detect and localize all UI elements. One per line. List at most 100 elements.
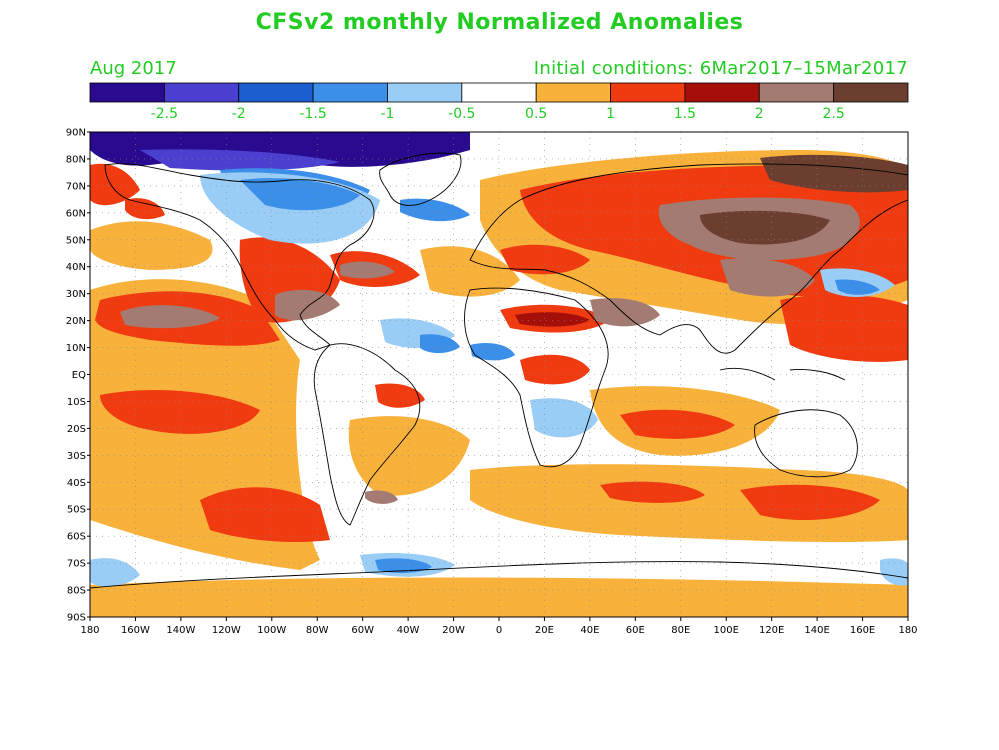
longitude-label: 140W — [166, 625, 195, 636]
longitude-axis: 180 160W 140W 120W 100W 80W 60W 40W 20W 0 20E 40E 60… — [80, 617, 918, 636]
longitude-label: 180 — [80, 625, 99, 636]
anomaly-region-siberia-darkbrown — [700, 210, 830, 245]
colorbar-tick-label: 2 — [755, 106, 764, 122]
longitude-label: 60W — [351, 625, 374, 636]
coastline-africa — [464, 287, 609, 468]
anomaly-region-wpac-red — [780, 294, 908, 362]
coastline-indonesia — [719, 367, 846, 381]
colorbar-tick-labels: -2.5 -2 -1.5 -1 -0.5 0.5 1 1.5 2 2.5 — [151, 106, 845, 122]
latitude-label: EQ — [72, 370, 86, 381]
latitude-label: 90N — [66, 128, 86, 139]
longitude-label: 80W — [306, 625, 329, 636]
colorbar-swatch — [684, 82, 760, 103]
colorbar-swatch — [238, 82, 314, 103]
colorbar-tick-label: -2.5 — [151, 106, 178, 122]
anomaly-region-arctic-cold2 — [140, 149, 340, 171]
colorbar-tick-label: -0.5 — [448, 106, 475, 122]
anomaly-region-southocean-red1 — [600, 481, 705, 503]
coastline-australia — [754, 409, 858, 478]
anomaly-region-antarctic-orange — [90, 577, 908, 617]
colorbar-tick-label: -2 — [232, 106, 246, 122]
colorbar-tick-label: 1.5 — [674, 106, 696, 122]
latitude-label: 30S — [67, 451, 86, 462]
colorbar-swatch — [163, 82, 240, 103]
longitude-label: 20W — [442, 625, 465, 636]
anomaly-region-indian-red — [620, 409, 735, 439]
colorbar-tick-label: -1 — [380, 106, 394, 122]
colorbar-swatch — [535, 82, 611, 103]
anomaly-region-north-pacific-orange — [90, 221, 213, 270]
longitude-label: 160E — [850, 625, 875, 636]
anomaly-region-south-pacific-red — [100, 390, 260, 434]
anomaly-region-gulf-brown — [275, 289, 340, 321]
colorbar-tick-label: 2.5 — [823, 106, 845, 122]
anomaly-region-natlantic-bluecore — [420, 334, 460, 354]
colorbar-swatch — [387, 82, 463, 103]
coastline-south-america — [313, 343, 421, 526]
colorbar-swatch — [610, 82, 686, 103]
map-gridlines — [90, 132, 908, 617]
anomaly-region-africa-red — [520, 354, 590, 385]
colorbar-swatch — [89, 82, 165, 103]
latitude-label: 40S — [67, 478, 86, 489]
coastline-greenland — [379, 152, 462, 206]
colorbar-swatch — [758, 82, 835, 103]
latitude-label: 50N — [66, 235, 86, 246]
anomaly-region-alaska-red — [90, 163, 140, 206]
coastline-north-america — [104, 163, 375, 351]
latitude-axis: 90N 80N 70N 60N 50N 40N 30N 20N 10N EQ 10S 20S 30S 40… — [66, 128, 90, 624]
latitude-label: 70N — [66, 181, 86, 192]
anomaly-region-southocean-orange — [470, 464, 908, 543]
colorbar-tick-label: 1 — [606, 106, 615, 122]
latitude-label: 40N — [66, 262, 86, 273]
anomaly-region-japan-bluecore — [835, 279, 880, 295]
colorbar-tick-label: -1.5 — [299, 106, 326, 122]
anomaly-region-china-brown — [720, 258, 815, 297]
latitude-label: 80N — [66, 154, 86, 165]
anomaly-region-antarctic-bluecore — [375, 558, 432, 574]
colorbar-tick-label: 0.5 — [525, 106, 547, 122]
longitude-label: 160W — [121, 625, 150, 636]
colorbar — [89, 82, 909, 103]
longitude-label: 180 — [898, 625, 917, 636]
latitude-label: 10S — [67, 397, 86, 408]
longitude-label: 40E — [580, 625, 599, 636]
longitude-label: 120W — [212, 625, 241, 636]
latitude-label: 50S — [67, 505, 86, 516]
map-field — [90, 132, 908, 617]
anomaly-region-south-atlantic-orange — [348, 416, 470, 496]
anomaly-region-brazil-red — [375, 383, 425, 408]
anomaly-region-ross-blue2 — [880, 558, 908, 586]
latitude-label: 70S — [67, 559, 86, 570]
longitude-label: 0 — [496, 625, 502, 636]
anomaly-region-atlantic-orange — [420, 246, 520, 297]
anomaly-region-southeast-pacific-red — [200, 487, 330, 542]
anomaly-region-arabia-brown — [590, 298, 660, 327]
anomaly-region-patagonia-brown — [365, 490, 398, 504]
anomaly-region-guinea-blue — [470, 343, 515, 361]
longitude-label: 80E — [671, 625, 690, 636]
latitude-label: 30N — [66, 289, 86, 300]
anomaly-region-sahara-darkred — [515, 312, 590, 327]
longitude-label: 60E — [626, 625, 645, 636]
colorbar-swatch — [833, 82, 909, 103]
longitude-label: 140E — [804, 625, 829, 636]
colorbar-swatch — [312, 82, 388, 103]
map-title: CFSv2 monthly Normalized Anomalies — [255, 10, 744, 35]
longitude-label: 100E — [714, 625, 739, 636]
longitude-label: 120E — [759, 625, 784, 636]
coastline-antarctica — [90, 561, 908, 589]
coastlines — [90, 152, 908, 589]
latitude-label: 20N — [66, 316, 86, 327]
latitude-label: 10N — [66, 343, 86, 354]
longitude-label: 40W — [397, 625, 420, 636]
longitude-label: 20E — [535, 625, 554, 636]
anomaly-region-africa-blue — [530, 398, 598, 438]
latitude-label: 20S — [67, 424, 86, 435]
forecast-month-label: Aug 2017 — [90, 58, 177, 79]
initial-conditions-label: Initial conditions: 6Mar2017–15Mar2017 — [533, 58, 908, 79]
anomaly-region-east-coast-brown — [340, 261, 395, 279]
anomaly-region-pacific-brown — [120, 305, 220, 329]
latitude-label: 80S — [67, 586, 86, 597]
